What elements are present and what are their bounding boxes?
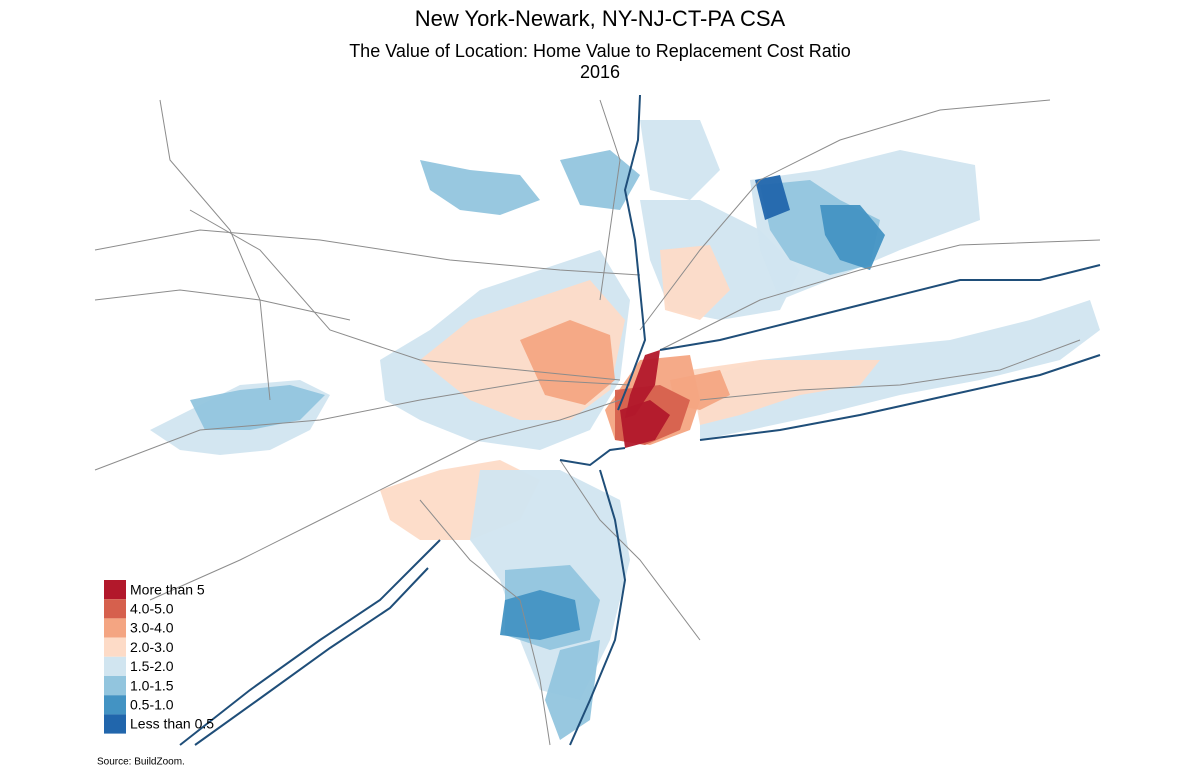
- road: [94, 229, 641, 276]
- legend: More than 5 4.0-5.0 3.0-4.0 2.0-3.0 1.5-2.0 1…: [104, 580, 214, 734]
- road: [94, 379, 631, 471]
- legend-label: 2.0-3.0: [130, 639, 174, 655]
- region: [545, 640, 600, 740]
- region: [660, 245, 730, 320]
- delaware-river-bank: [194, 567, 429, 746]
- legend-swatch: [104, 676, 126, 696]
- region: [700, 300, 1100, 440]
- regions: [150, 120, 1100, 740]
- roads: [94, 99, 1101, 746]
- road: [559, 459, 701, 641]
- region: [690, 360, 880, 425]
- raritan-bay: [559, 447, 626, 467]
- map-title: New York-Newark, NY-NJ-CT-PA CSA: [415, 6, 786, 31]
- legend-swatch: [104, 637, 126, 657]
- hudson-river: [617, 94, 647, 411]
- region: [500, 590, 580, 640]
- legend-label: 4.0-5.0: [130, 601, 174, 617]
- legend-swatch: [104, 695, 126, 715]
- legend-swatch: [104, 714, 126, 734]
- legend-label: More than 5: [130, 581, 205, 597]
- region: [560, 150, 640, 210]
- region: [190, 385, 325, 430]
- source-note: Source: BuildZoom.: [97, 757, 185, 768]
- region: [625, 350, 660, 418]
- road: [659, 239, 1101, 351]
- nj-shore: [569, 469, 627, 746]
- coastline: [179, 94, 1101, 746]
- road: [419, 499, 551, 746]
- road: [94, 289, 351, 321]
- region: [755, 175, 790, 220]
- road: [149, 399, 621, 601]
- long-island-sound: [659, 264, 1101, 351]
- legend-swatch: [104, 580, 126, 600]
- legend-swatch: [104, 599, 126, 619]
- map-year: 2016: [580, 62, 620, 82]
- legend-label: 1.0-1.5: [130, 677, 174, 693]
- region: [520, 320, 615, 405]
- legend-label: Less than 0.5: [130, 716, 214, 732]
- region: [640, 120, 720, 200]
- legend-swatch: [104, 656, 126, 676]
- legend-swatch: [104, 618, 126, 638]
- legend-label: 0.5-1.0: [130, 697, 174, 713]
- legend-label: 1.5-2.0: [130, 658, 174, 674]
- road: [599, 99, 621, 301]
- road: [639, 99, 1051, 331]
- road: [159, 99, 271, 401]
- delaware-river: [179, 539, 441, 746]
- legend-label: 3.0-4.0: [130, 620, 174, 636]
- road: [699, 339, 1081, 401]
- region: [420, 160, 540, 215]
- long-island-south-shore: [699, 354, 1101, 441]
- map-subtitle: The Value of Location: Home Value to Rep…: [349, 41, 851, 61]
- region: [820, 205, 885, 270]
- road: [189, 209, 621, 381]
